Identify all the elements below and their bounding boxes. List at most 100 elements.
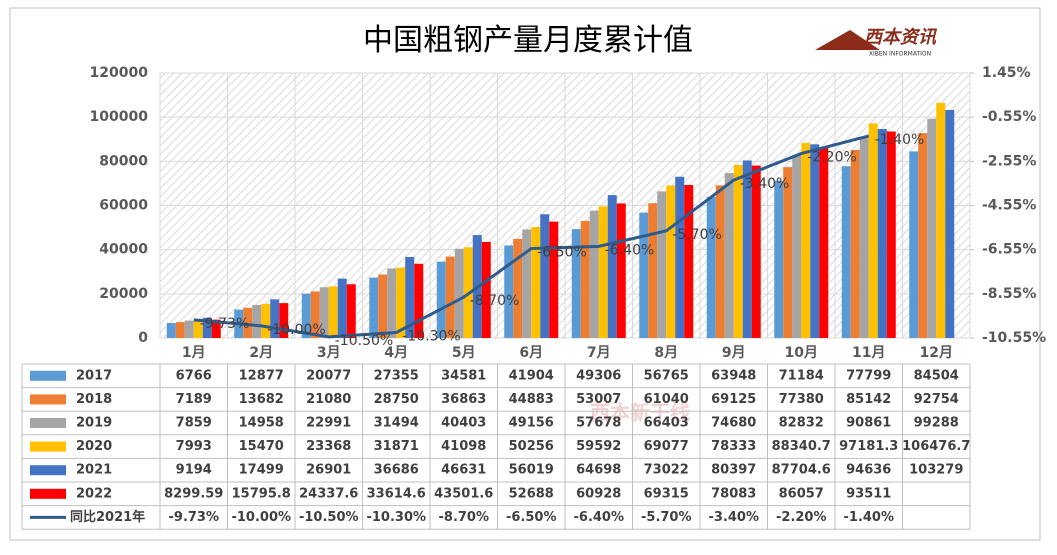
table-cell: 14958: [239, 416, 284, 431]
data-label: -10.30%: [402, 328, 460, 344]
table-cell: 57678: [576, 416, 621, 431]
bar: [202, 317, 212, 338]
data-label: -6.40%: [605, 242, 655, 258]
bar: [270, 299, 280, 338]
table-cell: 85142: [846, 392, 891, 407]
table-cell: 22991: [306, 416, 351, 431]
table-cell: 56765: [644, 368, 689, 383]
table-cell: -3.40%: [709, 510, 760, 525]
bar: [639, 212, 649, 338]
logo-sub: XIBEN INFORMATION: [869, 51, 931, 58]
bar: [675, 176, 685, 338]
y2-tick-label: -2.55%: [982, 153, 1036, 169]
bar: [184, 320, 194, 338]
bar: [733, 165, 743, 338]
table-cell: 13682: [239, 392, 284, 407]
y-tick-label: 0: [138, 330, 148, 346]
table-cell: 27355: [374, 368, 419, 383]
table-cell: 28750: [374, 392, 419, 407]
table-cell: 21080: [306, 392, 351, 407]
data-label: -10.50%: [335, 333, 393, 349]
x-tick-label: 9月: [722, 345, 746, 361]
table-cell: 23368: [306, 439, 351, 454]
legend-label: 2019: [76, 416, 112, 431]
table-cell: 43501.6: [434, 486, 493, 501]
legend-label: 2017: [76, 368, 112, 383]
legend-label: 同比2021年: [70, 509, 145, 525]
table-cell: 15795.8: [232, 486, 291, 501]
table-cell: 15470: [239, 439, 284, 454]
data-label: -9.73%: [200, 316, 250, 332]
table-cell: 93511: [846, 486, 891, 501]
table-cell: 6766: [176, 368, 212, 383]
legend-key: [30, 418, 66, 428]
bar: [454, 248, 464, 338]
x-tick-label: 12月: [920, 345, 953, 361]
table-cell: 9194: [176, 463, 212, 478]
bar: [504, 245, 514, 338]
bar: [387, 268, 397, 338]
table-cell: 77380: [779, 392, 824, 407]
bar: [252, 304, 262, 338]
bar: [706, 196, 716, 338]
table-cell: 12877: [239, 368, 284, 383]
table-cell: 7189: [176, 392, 212, 407]
bar: [927, 118, 937, 338]
table-cell: 103279: [909, 463, 963, 478]
table-cell: -6.50%: [506, 510, 557, 525]
x-tick-label: 6月: [519, 345, 543, 361]
table-cell: 84504: [914, 368, 959, 383]
logo-icon: [815, 30, 880, 50]
bar: [522, 229, 532, 338]
bar: [279, 303, 289, 338]
table-cell: 44883: [509, 392, 554, 407]
x-tick-label: 4月: [384, 345, 408, 361]
table-cell: 77799: [846, 368, 891, 383]
table-cell: 56019: [509, 463, 554, 478]
legend-label: 2022: [76, 486, 112, 501]
table-cell: 36863: [441, 392, 486, 407]
y2-tick-label: 1.45%: [982, 65, 1031, 81]
table-cell: 69077: [644, 439, 689, 454]
table-cell: -10.50%: [299, 510, 359, 525]
table-cell: -9.73%: [169, 510, 220, 525]
data-label: -5.70%: [672, 227, 722, 243]
table-cell: 87704.6: [772, 463, 831, 478]
data-label: -8.70%: [470, 293, 520, 309]
y2-tick-label: -6.55%: [982, 242, 1036, 258]
table-cell: 50256: [509, 439, 554, 454]
table-cell: 80397: [711, 463, 756, 478]
bar: [877, 129, 887, 338]
bar: [850, 149, 860, 338]
legend-key: [30, 465, 66, 476]
bar: [310, 291, 320, 338]
table-cell: 24337.6: [299, 486, 358, 501]
table-cell: 82832: [779, 416, 824, 431]
bar: [414, 263, 424, 338]
table-cell: 99288: [914, 416, 959, 431]
bar: [841, 166, 851, 338]
bar: [801, 142, 811, 338]
bar: [337, 278, 347, 338]
table-cell: 36686: [374, 463, 419, 478]
table-cell: 90861: [846, 416, 891, 431]
table-cell: 63948: [711, 368, 756, 383]
bar: [369, 277, 379, 338]
bar: [724, 173, 734, 338]
table-cell: 92754: [914, 392, 959, 407]
legend-label: 2020: [76, 439, 112, 454]
bar: [378, 274, 388, 338]
data-label: -2.20%: [807, 150, 857, 166]
bar: [396, 267, 406, 338]
logo: 西本资讯: [864, 27, 938, 48]
bar: [193, 320, 203, 338]
table-cell: 86057: [779, 486, 824, 501]
legend-key: [30, 488, 66, 499]
legend-label: 2018: [76, 392, 112, 407]
table-cell: 64698: [576, 463, 621, 478]
bar: [810, 144, 820, 338]
table-cell: 31494: [374, 416, 419, 431]
bar: [774, 180, 784, 338]
watermark: 西本新干线: [590, 401, 690, 425]
y-tick-label: 20000: [99, 286, 148, 302]
